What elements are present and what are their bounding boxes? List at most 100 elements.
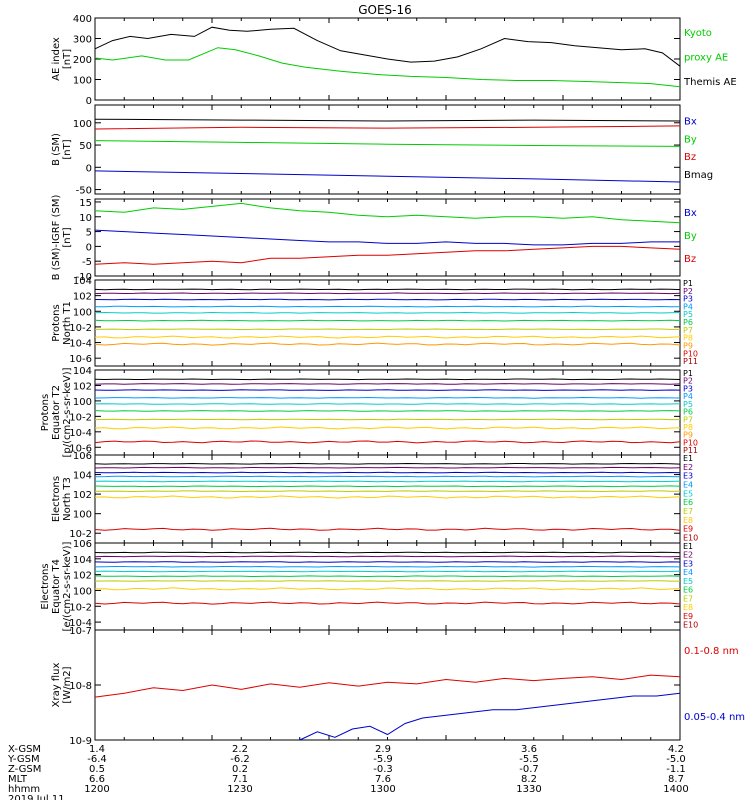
channel-legend-label: P11 (683, 357, 698, 366)
y-axis-title: Equator T4 (51, 559, 62, 614)
y-tick-label: 10-6 (69, 354, 92, 365)
legend-label: Bmag (684, 170, 713, 181)
channel-legend-label: P2 (683, 377, 693, 386)
channel-legend-label: E10 (683, 621, 698, 630)
channel-trace (94, 462, 681, 465)
channel-legend-label: E9 (683, 612, 693, 621)
footer-value: 1230 (227, 784, 252, 795)
channel-trace (94, 485, 681, 488)
y-tick-label: 200 (73, 55, 92, 66)
series-line (94, 170, 681, 183)
series-line (94, 47, 681, 88)
y-tick-label: 100 (73, 119, 92, 130)
y-tick-label: -5 (82, 257, 92, 268)
y-axis-title: B (SM)-IGRF (SM) (51, 195, 62, 281)
footer-value: 7.1 (232, 774, 248, 785)
legend-label: Kyoto (684, 28, 712, 39)
channel-legend-label: E6 (683, 498, 693, 507)
channel-legend-label: E10 (683, 534, 698, 543)
channel-legend-label: E8 (683, 516, 693, 525)
legend-label: Bz (684, 254, 696, 265)
y-tick-label: -10 (76, 272, 92, 283)
channel-trace (94, 471, 681, 474)
y-tick-label: 10-7 (69, 626, 92, 637)
y-tick-label: 0 (86, 242, 92, 253)
y-tick-label: 10-2 (69, 529, 92, 540)
panel-7: 10-4 10-2 100 102 104 106 Electrons Equator T4[… (40, 539, 698, 631)
y-tick-label: 10-6 (69, 443, 92, 454)
footer-row-label: MLT (8, 774, 28, 785)
channel-legend-label: E8 (683, 603, 693, 612)
series-line (94, 245, 681, 265)
y-axis-title: North T3 (62, 477, 73, 521)
legend-label: Bx (684, 117, 697, 128)
y-tick-label: 100 (73, 510, 92, 521)
y-axis-title: B (SM) (51, 133, 62, 166)
channel-legend-label: P4 (683, 302, 693, 311)
panel-frame (94, 104, 681, 195)
y-tick-label: 400 (73, 14, 92, 25)
channel-trace (94, 551, 681, 554)
channel-trace (94, 335, 681, 339)
y-axis-title: Xray flux (51, 663, 62, 708)
panel-4: 10-6 10-4 10-2 100 102 104 Protons North T1 P1P2… (51, 276, 698, 367)
y-tick-label: 106 (73, 451, 92, 462)
channel-legend-label: E1 (683, 542, 693, 551)
footer-value: -5.5 (519, 754, 539, 765)
legend-label: By (684, 134, 697, 145)
y-tick-label: 0 (86, 96, 92, 107)
channel-trace (94, 570, 681, 573)
y-tick-label: 100 (73, 586, 92, 597)
y-axis-title: Electrons (51, 476, 62, 522)
y-tick-label: 10-4 (69, 618, 92, 629)
y-tick-label: 10-2 (69, 602, 92, 613)
panel-frame (94, 629, 681, 741)
panel-2: -50 0 50 100 B (SM) [nT] Bx By Bz Bmag (51, 104, 713, 197)
channel-trace (94, 565, 681, 568)
channel-trace (95, 305, 680, 308)
y-tick-label: 15 (79, 198, 92, 209)
channel-trace (94, 527, 681, 531)
series-line (299, 692, 681, 741)
y-tick-label: 104 (73, 555, 92, 566)
channel-legend-label: P6 (683, 318, 693, 327)
panel-5: 10-6 10-4 10-2 100 102 104 Protons Equator T2 [p… (40, 366, 698, 458)
channel-legend-label: P4 (683, 392, 693, 401)
y-axis-title: Protons (51, 304, 62, 341)
channel-legend-label: P11 (683, 446, 698, 455)
channel-legend-label: E7 (683, 507, 693, 516)
y-tick-label: 102 (73, 381, 92, 392)
y-axis-title: AE index (51, 37, 62, 81)
plot-title: GOES-16 (358, 3, 412, 17)
channel-legend-label: P3 (683, 295, 693, 304)
channel-legend-label: P6 (683, 408, 693, 417)
y-tick-label: 100 (73, 307, 92, 318)
footer-value: 1200 (84, 784, 109, 795)
y-tick-label: 104 (73, 276, 92, 287)
footer-value: 1400 (663, 784, 688, 795)
channel-legend-label: E6 (683, 586, 693, 595)
y-tick-label: 102 (73, 292, 92, 303)
footer-row-label: Z-GSM (8, 764, 41, 775)
channel-trace (94, 418, 680, 421)
channel-trace (94, 440, 681, 444)
channel-legend-label: P8 (683, 423, 693, 432)
y-axis-title: [nT] (62, 139, 73, 159)
y-axis-title: Equator T2 (51, 385, 62, 440)
channel-legend-label: P10 (683, 349, 698, 358)
y-tick-label: 104 (73, 366, 92, 377)
y-tick-label: 104 (73, 471, 92, 482)
channel-legend-label: E5 (683, 577, 693, 586)
y-axis-title: [p/(cm2-s-sr-keV)] (62, 367, 73, 457)
channel-legend-label: E1 (683, 454, 693, 463)
series-line (94, 125, 681, 130)
footer-row-label: X-GSM (8, 744, 41, 755)
footer-value: 7.6 (375, 774, 391, 785)
series-line (94, 229, 680, 246)
channel-trace (94, 378, 681, 381)
legend-label: Themis AE (683, 77, 737, 88)
y-tick-label: 10-9 (69, 736, 92, 747)
y-axis-title: Protons (40, 394, 51, 431)
channel-legend-label: P10 (683, 438, 698, 447)
